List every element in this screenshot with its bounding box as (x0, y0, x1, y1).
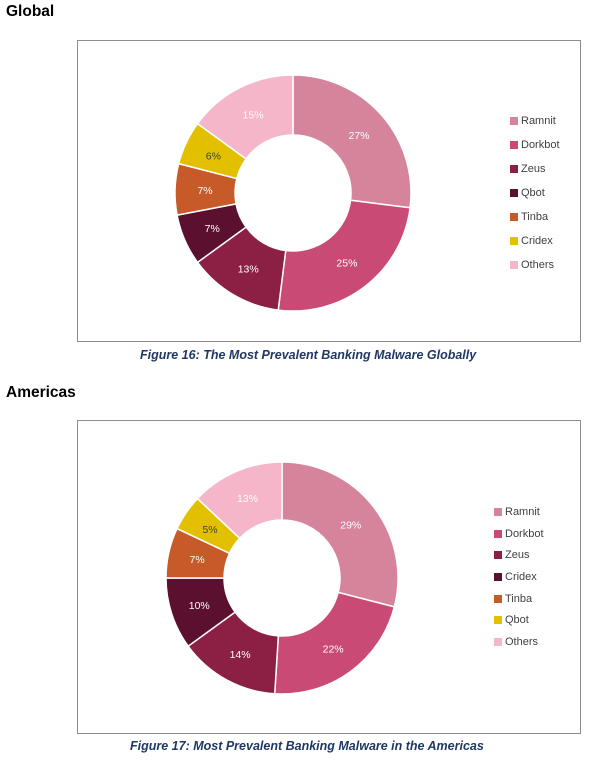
legend-swatch (510, 213, 518, 221)
legend-label: Tinba (521, 211, 549, 223)
slice-label-qbot: 5% (202, 524, 217, 536)
legend-swatch (510, 189, 518, 197)
legend-item-zeus: Zeus (494, 544, 544, 566)
legend-item-dorkbot: Dorkbot (510, 133, 560, 157)
legend-swatch (510, 237, 518, 245)
slice-label-others: 13% (237, 493, 258, 505)
figure-17-caption: Figure 17: Most Prevalent Banking Malwar… (130, 739, 484, 753)
legend-label: Ramnit (521, 115, 556, 127)
donut-slice-dorkbot (273, 591, 396, 695)
legend-swatch (510, 165, 518, 173)
slice-label-ramnit: 29% (340, 520, 361, 532)
legend-item-ramnit: Ramnit (510, 109, 560, 133)
donut-slice-others (196, 74, 294, 160)
legend-item-cridex: Cridex (494, 566, 544, 588)
legend-label: Tinba (505, 592, 533, 605)
legend-swatch (510, 141, 518, 149)
slice-label-dorkbot: 25% (336, 258, 357, 270)
global-chart-frame: 27% 25% 13% 7% 7% 6% 15% Ramnit Dorkbot Zeus Qbot… (77, 40, 581, 342)
legend-swatch (494, 507, 502, 516)
slice-label-zeus: 14% (230, 649, 251, 661)
americas-chart-legend: Ramnit Dorkbot Zeus Cridex Tinba Qbot Others (494, 501, 544, 653)
legend-label: Others (521, 259, 555, 271)
legend-swatch (494, 572, 502, 581)
legend-label: Dorkbot (505, 527, 544, 540)
slice-label-cridex: 6% (206, 151, 221, 163)
legend-label: Qbot (505, 614, 529, 627)
global-donut-chart: 27% 25% 13% 7% 7% 6% 15% (174, 74, 412, 312)
legend-item-others: Others (510, 253, 560, 277)
legend-swatch (494, 616, 502, 625)
slice-label-ramnit: 27% (349, 130, 370, 142)
legend-label: Dorkbot (521, 139, 560, 151)
figure-16-caption: Figure 16: The Most Prevalent Banking Ma… (140, 348, 477, 362)
donut-slice-dorkbot (277, 199, 411, 312)
legend-item-zeus: Zeus (510, 157, 560, 181)
legend-item-others: Others (494, 631, 544, 653)
slice-label-dorkbot: 22% (323, 643, 344, 655)
legend-label: Others (505, 635, 539, 648)
legend-swatch (494, 637, 502, 646)
legend-label: Zeus (505, 549, 530, 562)
legend-swatch (494, 551, 502, 560)
legend-swatch (494, 594, 502, 603)
americas-chart-frame: 29% 22% 14% 10% 7% 5% 13% Ramnit Dorkbot Zeus Cri… (77, 420, 581, 734)
legend-item-ramnit: Ramnit (494, 501, 544, 523)
donut-slice-others (196, 461, 283, 540)
legend-label: Cridex (505, 570, 537, 583)
legend-item-tinba: Tinba (510, 205, 560, 229)
legend-swatch (510, 261, 518, 269)
donut-slice-ramnit (292, 74, 412, 209)
global-chart-legend: Ramnit Dorkbot Zeus Qbot Tinba Cridex Others (510, 109, 560, 277)
legend-item-tinba: Tinba (494, 588, 544, 610)
legend-label: Qbot (521, 187, 545, 199)
legend-label: Zeus (521, 163, 546, 175)
americas-donut-chart: 29% 22% 14% 10% 7% 5% 13% (165, 461, 399, 695)
donut-slice-ramnit (281, 461, 399, 608)
legend-item-dorkbot: Dorkbot (494, 523, 544, 545)
slice-label-others: 15% (243, 110, 264, 122)
slice-label-qbot: 7% (205, 223, 220, 235)
legend-label: Cridex (521, 235, 553, 247)
section-heading-global: Global (6, 3, 55, 20)
legend-swatch (510, 117, 518, 125)
section-heading-americas: Americas (6, 384, 76, 401)
slice-label-tinba: 7% (197, 185, 212, 197)
slice-label-cridex: 10% (189, 600, 210, 612)
slice-label-zeus: 13% (238, 264, 259, 276)
legend-swatch (494, 529, 502, 538)
slice-label-tinba: 7% (190, 554, 205, 566)
legend-item-cridex: Cridex (510, 229, 560, 253)
legend-label: Ramnit (505, 505, 540, 518)
legend-item-qbot: Qbot (510, 181, 560, 205)
legend-item-qbot: Qbot (494, 609, 544, 631)
